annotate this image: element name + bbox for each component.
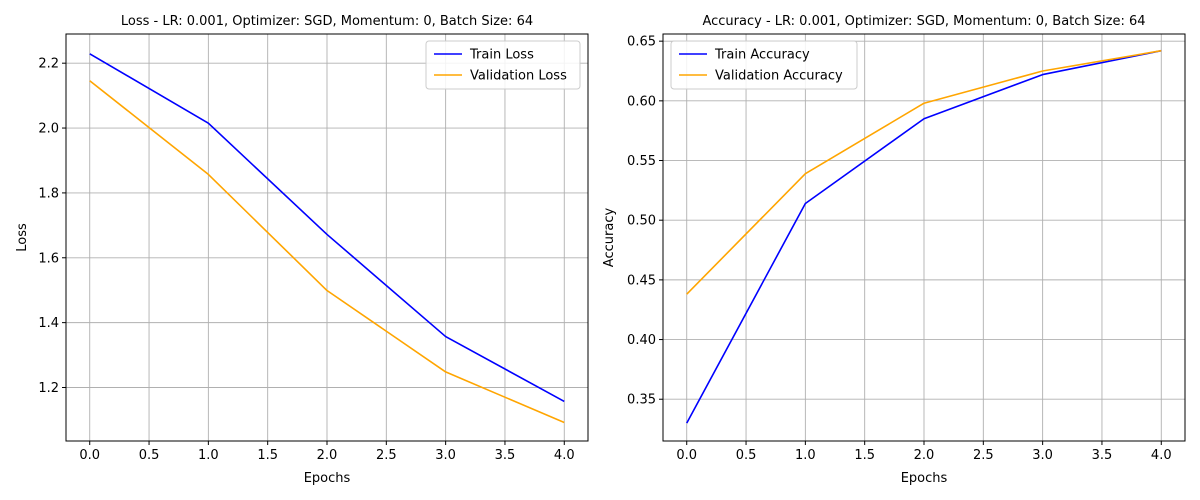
loss-y-tick-label: 2.2	[38, 57, 59, 72]
accuracy-legend-box	[670, 40, 858, 90]
accuracy-y-tick-label: 0.40	[627, 333, 656, 348]
loss-x-tick-label: 1.5	[257, 448, 278, 463]
accuracy-x-tick-label: 2.0	[914, 448, 935, 463]
loss-x-tick-label: 1.0	[198, 448, 219, 463]
accuracy-x-tick-label: 4.0	[1151, 448, 1172, 463]
accuracy-y-axis-label: Accuracy	[602, 208, 617, 268]
loss-x-axis-label: Epochs	[304, 471, 351, 486]
loss-chart-title: Loss - LR: 0.001, Optimizer: SGD, Moment…	[121, 14, 533, 29]
legend-label-validation-loss: Validation Loss	[470, 69, 567, 84]
accuracy-chart: 0.0 0.5 1.0 1.5 2.0 2.5 3.0 3.5 4.0 0.35 0.40 0.45 0…	[602, 14, 1186, 486]
accuracy-chart-title: Accuracy - LR: 0.001, Optimizer: SGD, Mo…	[702, 14, 1145, 29]
loss-chart: 0.0 0.5 1.0 1.5 2.0 2.5 3.0 3.5 4.0 1.2 1.4 1.6 1.8 2…	[15, 14, 589, 486]
loss-x-tick-label: 0.0	[79, 448, 100, 463]
accuracy-y-tick-label: 0.60	[627, 94, 656, 109]
accuracy-y-tick-label: 0.50	[627, 214, 656, 229]
accuracy-x-tick-label: 0.5	[736, 448, 757, 463]
accuracy-x-tick-label: 1.0	[795, 448, 816, 463]
legend-label-train-loss: Train Loss	[469, 48, 534, 63]
legend-label-train-accuracy: Train Accuracy	[714, 48, 810, 63]
loss-y-tick-label: 1.8	[38, 186, 59, 201]
loss-x-tick-label: 2.0	[317, 448, 338, 463]
legend-label-validation-accuracy: Validation Accuracy	[715, 69, 843, 84]
series-line-train-loss	[89, 53, 565, 403]
accuracy-x-tick-label: 3.5	[1092, 448, 1113, 463]
series-line-validation-accuracy	[686, 49, 1162, 295]
accuracy-x-tick-label: 3.0	[1032, 448, 1053, 463]
accuracy-x-tick-label: 1.5	[854, 448, 875, 463]
accuracy-y-tick-label: 0.35	[627, 393, 656, 408]
loss-y-axis-label: Loss	[15, 223, 30, 252]
loss-x-tick-label: 2.5	[376, 448, 397, 463]
loss-legend: Train Loss Validation Loss	[425, 40, 581, 90]
loss-y-tick-label: 2.0	[38, 122, 59, 137]
loss-legend-box	[425, 40, 581, 90]
accuracy-y-tick-label: 0.55	[627, 154, 656, 169]
series-line-train-accuracy	[686, 49, 1162, 424]
loss-y-tick-label: 1.6	[38, 251, 59, 266]
loss-x-tick-label: 0.5	[139, 448, 160, 463]
series-line-validation-loss	[89, 80, 565, 424]
loss-x-tick-label: 4.0	[554, 448, 575, 463]
loss-x-tick-label: 3.0	[435, 448, 456, 463]
loss-y-tick-label: 1.2	[38, 381, 59, 396]
accuracy-x-axis-label: Epochs	[901, 471, 948, 486]
accuracy-y-tick-label: 0.45	[627, 273, 656, 288]
accuracy-y-tick-label: 0.65	[627, 35, 656, 50]
loss-x-tick-label: 3.5	[495, 448, 516, 463]
accuracy-x-tick-label: 0.0	[676, 448, 697, 463]
loss-y-tick-label: 1.4	[38, 316, 59, 331]
accuracy-legend: Train Accuracy Validation Accuracy	[670, 40, 858, 90]
accuracy-x-tick-label: 2.5	[973, 448, 994, 463]
